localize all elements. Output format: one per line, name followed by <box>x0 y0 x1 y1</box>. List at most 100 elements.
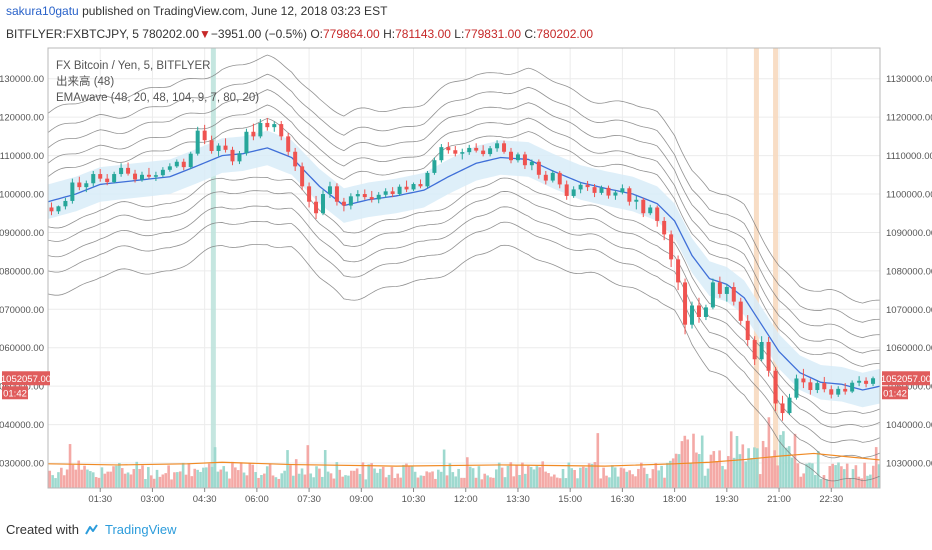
volume-bar <box>292 475 295 488</box>
candle-body <box>481 150 486 155</box>
candle-body <box>724 287 729 294</box>
volume-bar <box>524 473 527 488</box>
candle <box>188 151 193 170</box>
x-tick-label: 16:30 <box>611 494 635 505</box>
volume-bar <box>158 476 162 488</box>
candle <box>460 148 465 160</box>
candle <box>780 395 785 421</box>
volume-bar <box>109 471 112 488</box>
tradingview-brand[interactable]: TradingView <box>104 522 177 537</box>
envelope-lower-2 <box>47 205 881 443</box>
legend-symbol[interactable]: FX Bitcoin / Yen, 5, BITFLYER <box>56 60 211 72</box>
volume-bar <box>744 461 747 488</box>
author-name[interactable]: sakura10gatu <box>6 4 79 18</box>
volume-bar <box>712 451 716 488</box>
legend-emawave[interactable]: EMAwave (48, 20, 48, 104, 9, 7, 80, 20) <box>56 92 260 104</box>
session-highlights <box>210 48 779 488</box>
volume-bar <box>228 478 231 488</box>
y-tick-label-right: 1080000.00 <box>886 266 932 277</box>
volume-bar <box>813 474 817 488</box>
candle <box>251 123 256 141</box>
last-price: 780202.00 <box>142 27 200 41</box>
last-price-box-right <box>882 371 930 386</box>
volume-bar <box>582 466 585 488</box>
volume-bar <box>321 476 324 488</box>
candle-body <box>119 167 124 175</box>
candle-body <box>578 184 583 190</box>
volume-bar <box>735 436 739 488</box>
x-tick-label: 10:30 <box>402 494 426 505</box>
volume-bar <box>457 468 460 488</box>
volume-bar <box>347 475 350 488</box>
volume-bar <box>402 464 405 488</box>
volume-bar <box>60 467 63 488</box>
volume-bar <box>54 478 57 488</box>
volume-bar <box>593 462 597 488</box>
candle <box>334 183 339 206</box>
candle <box>836 386 841 397</box>
candle-body <box>355 194 360 197</box>
candle-body <box>864 380 869 384</box>
candle-body <box>146 174 151 177</box>
volume-bar <box>663 477 666 488</box>
volume-bar <box>845 463 849 488</box>
volume-bar <box>425 471 429 488</box>
candle <box>307 182 312 208</box>
price-chart[interactable]: 1030000.00 1040000.00 1050000.00 1060000.00… <box>0 0 932 520</box>
volume-bar <box>265 466 269 488</box>
candle-body <box>857 380 862 383</box>
volume-bar <box>170 479 173 488</box>
volume-bar <box>550 476 553 488</box>
volume-bar <box>590 463 594 488</box>
legend-volume[interactable]: 出来高 (48) <box>56 76 115 88</box>
candle <box>202 124 207 145</box>
volume-bar <box>207 463 211 488</box>
candle-body <box>77 182 82 188</box>
candle-body <box>703 307 708 317</box>
candle-body <box>369 197 374 200</box>
y-axis-right: 1030000.00 1040000.00 1050000.00 1060000.00… <box>886 74 932 469</box>
volume-bar <box>538 467 542 488</box>
candle-body <box>300 166 305 187</box>
volume-bar <box>854 465 858 488</box>
candle-body <box>307 186 312 202</box>
volume-bar <box>816 451 820 488</box>
y-tick-label-right: 1090000.00 <box>886 228 932 239</box>
volume-bar <box>553 474 556 488</box>
candle <box>578 182 583 194</box>
candle <box>432 157 437 175</box>
volume-bar <box>126 472 130 488</box>
volume-bar <box>863 462 866 488</box>
candle-body <box>634 199 639 202</box>
y-tick-label-left: 1030000.00 <box>0 459 44 470</box>
volume-bar <box>848 477 852 488</box>
candle <box>724 284 729 302</box>
volume-bar <box>141 465 144 488</box>
candle-body <box>655 207 660 221</box>
candle <box>683 278 688 335</box>
volume-bar <box>477 466 481 488</box>
volume-bar <box>106 471 110 488</box>
candle-body <box>648 207 653 214</box>
volume-bar <box>857 476 861 488</box>
candle-body <box>508 151 513 161</box>
envelope-upper-1 <box>47 104 881 354</box>
candle-body <box>432 160 437 173</box>
candle <box>759 336 764 362</box>
volume-bar <box>790 457 794 488</box>
candle <box>488 145 493 157</box>
candle-body <box>230 149 235 162</box>
candle <box>843 383 848 395</box>
volume-bar <box>747 448 750 488</box>
y-tick-label-left: 1120000.00 <box>0 113 44 124</box>
candle-body <box>139 174 144 180</box>
candle-body <box>522 154 527 166</box>
candle <box>801 368 806 389</box>
candle-body <box>376 194 381 200</box>
x-tick-label: 09:00 <box>349 494 373 505</box>
volume-bar <box>503 477 507 488</box>
candle <box>745 315 750 346</box>
volume-bar <box>669 460 672 488</box>
candle-body <box>710 282 715 308</box>
candle-body <box>871 378 876 384</box>
